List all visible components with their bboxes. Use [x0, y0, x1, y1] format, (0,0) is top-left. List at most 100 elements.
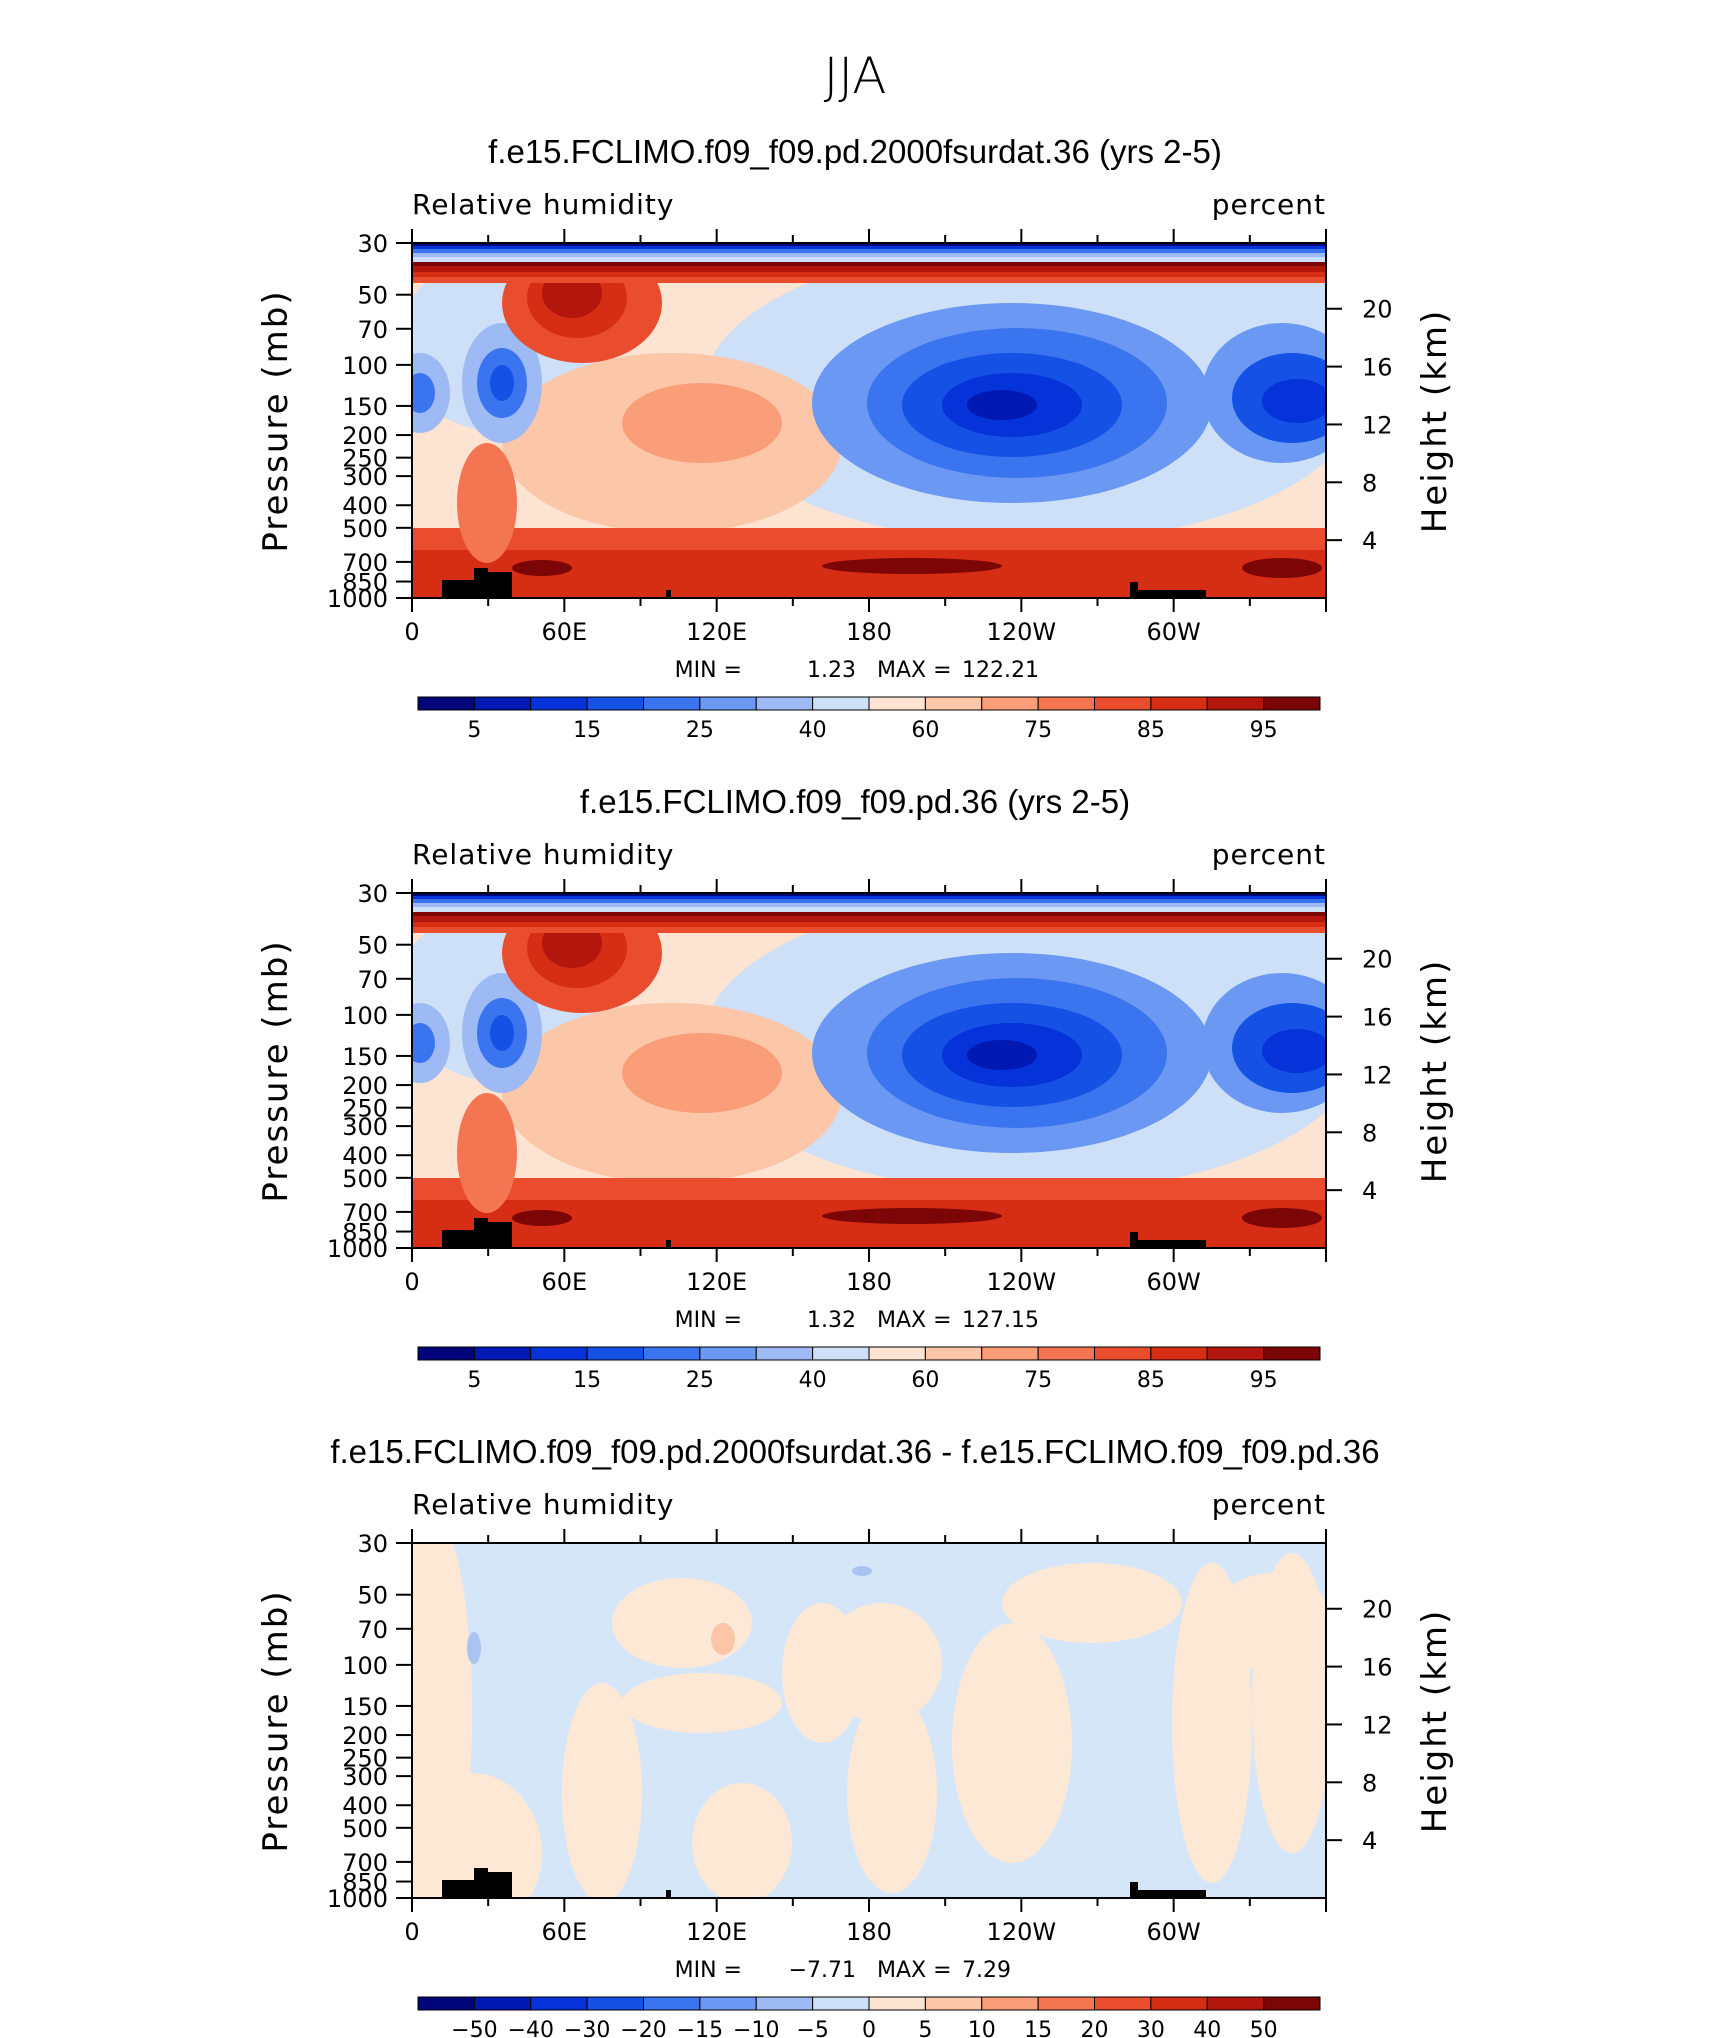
stats-max-value: 122.21: [962, 658, 1039, 683]
colorbar-label: −10: [733, 2018, 779, 2038]
colorbar-label: 0: [862, 2018, 876, 2038]
x-tick-label: 0: [404, 618, 419, 646]
colorbar-swatch: [643, 696, 701, 711]
colorbar-label: 20: [1081, 2018, 1109, 2038]
colorbar-swatch: [417, 1346, 475, 1361]
moist-boundary-layer: [512, 1210, 572, 1226]
y-tick-label: 70: [357, 316, 388, 344]
y-tick-label: 200: [342, 422, 388, 450]
diff-max-region: [711, 1623, 735, 1655]
x-tick-label: 60W: [1147, 618, 1201, 646]
y-tick-label: 700: [342, 1199, 388, 1227]
colorbar-label: 5: [467, 718, 481, 743]
field-region: [622, 383, 782, 463]
colorbar-swatch: [924, 696, 983, 711]
stats-max-value: 127.15: [962, 1308, 1039, 1333]
stats-min-label: MIN =: [675, 1308, 742, 1333]
diff-positive-region: [412, 1773, 542, 1898]
x-tick-label: 0: [404, 1918, 419, 1946]
y-tick-label: 500: [342, 1165, 388, 1193]
stratosphere-band: [412, 253, 1326, 257]
y-tick-label: 250: [342, 445, 388, 473]
panel-title: f.e15.FCLIMO.f09_f09.pd.36 (yrs 2-5): [580, 783, 1130, 820]
stats-min-value: −7.71: [789, 1958, 856, 1983]
topography: [666, 590, 671, 598]
left-label: Relative humidity: [412, 188, 674, 221]
diff-positive-region: [1002, 1563, 1182, 1643]
stratosphere-band: [412, 896, 1326, 899]
y-tick-label: 200: [342, 1072, 388, 1100]
x-tick-label: 0: [404, 1268, 419, 1296]
colorbar-swatch: [1037, 696, 1095, 711]
x-tick-label: 120W: [987, 1268, 1057, 1296]
dry-region-west: [412, 1023, 435, 1063]
moist-boundary-layer: [1242, 558, 1322, 578]
colorbar-label: 95: [1250, 718, 1278, 743]
topography: [666, 1890, 671, 1898]
dry-core-central-pacific: [967, 1040, 1037, 1070]
chart-panel: f.e15.FCLIMO.f09_f09.pd.2000fsurdat.36 (…: [256, 133, 1455, 743]
y2-axis-title: Height (km): [1415, 1609, 1455, 1834]
dry-core-central-pacific: [967, 390, 1037, 420]
y2-tick-label: 8: [1362, 1769, 1377, 1797]
chart-panel: f.e15.FCLIMO.f09_f09.pd.2000fsurdat.36 -…: [256, 1433, 1455, 2038]
topography: [1130, 1882, 1138, 1898]
colorbar-swatch: [924, 1346, 983, 1361]
colorbar-label: 15: [1024, 2018, 1052, 2038]
stats-min-label: MIN =: [675, 1958, 742, 1983]
chart-panel: f.e15.FCLIMO.f09_f09.pd.36 (yrs 2-5) Rela…: [256, 783, 1455, 1393]
stats-min-value: 1.32: [807, 1308, 856, 1333]
stratosphere-band: [412, 927, 1326, 933]
dry-region-west: [412, 373, 435, 413]
colorbar-swatch: [755, 1996, 814, 2011]
y-tick-label: 50: [357, 932, 388, 960]
colorbar-swatch: [1150, 1346, 1208, 1361]
y-tick-label: 250: [342, 1745, 388, 1773]
colorbar-label: −30: [564, 2018, 610, 2038]
colorbar-label: 95: [1250, 1368, 1278, 1393]
colorbar-swatch: [1206, 696, 1265, 711]
moist-boundary-layer: [457, 443, 517, 563]
y-tick-label: 400: [342, 1142, 388, 1170]
y2-tick-label: 4: [1362, 1827, 1377, 1855]
x-tick-label: 60E: [541, 1918, 587, 1946]
right-label: percent: [1212, 188, 1326, 221]
colorbar-swatch: [924, 1996, 983, 2011]
colorbar-label: −15: [677, 2018, 723, 2038]
colorbar-label: 30: [1137, 2018, 1165, 2038]
y-tick-label: 500: [342, 1815, 388, 1843]
right-label: percent: [1212, 838, 1326, 871]
colorbar-swatch: [1206, 1996, 1265, 2011]
stratosphere-band: [412, 257, 1326, 262]
colorbar-swatch: [586, 696, 644, 711]
colorbar-swatch: [699, 696, 757, 711]
colorbar-swatch: [981, 1346, 1039, 1361]
stratosphere-band: [412, 893, 1326, 896]
topography: [474, 568, 488, 598]
x-tick-label: 60W: [1147, 1918, 1201, 1946]
moist-boundary-layer: [1242, 1208, 1322, 1228]
stratosphere-band: [412, 903, 1326, 907]
colorbar-swatch: [586, 1996, 644, 2011]
colorbar-label: 25: [686, 718, 714, 743]
left-label: Relative humidity: [412, 838, 674, 871]
stratosphere-band: [412, 266, 1326, 272]
dry-north-atlantic: [1262, 379, 1326, 423]
y-tick-label: 300: [342, 1113, 388, 1141]
y-tick-label: 30: [357, 880, 388, 908]
moist-boundary-layer: [457, 1093, 517, 1213]
topography: [1138, 1890, 1206, 1898]
colorbar-swatch: [1037, 1996, 1095, 2011]
y2-tick-label: 12: [1362, 1061, 1393, 1089]
y-axis-title: Pressure (mb): [256, 289, 296, 552]
y-tick-label: 850: [342, 569, 388, 597]
diff-positive-region: [692, 1783, 792, 1898]
colorbar-swatch: [473, 696, 532, 711]
colorbar-label: 50: [1250, 2018, 1278, 2038]
figure-title: JJA: [824, 47, 887, 105]
stratosphere-band: [412, 262, 1326, 266]
y-tick-label: 30: [357, 230, 388, 258]
y2-tick-label: 16: [1362, 354, 1393, 382]
topography: [442, 580, 474, 598]
